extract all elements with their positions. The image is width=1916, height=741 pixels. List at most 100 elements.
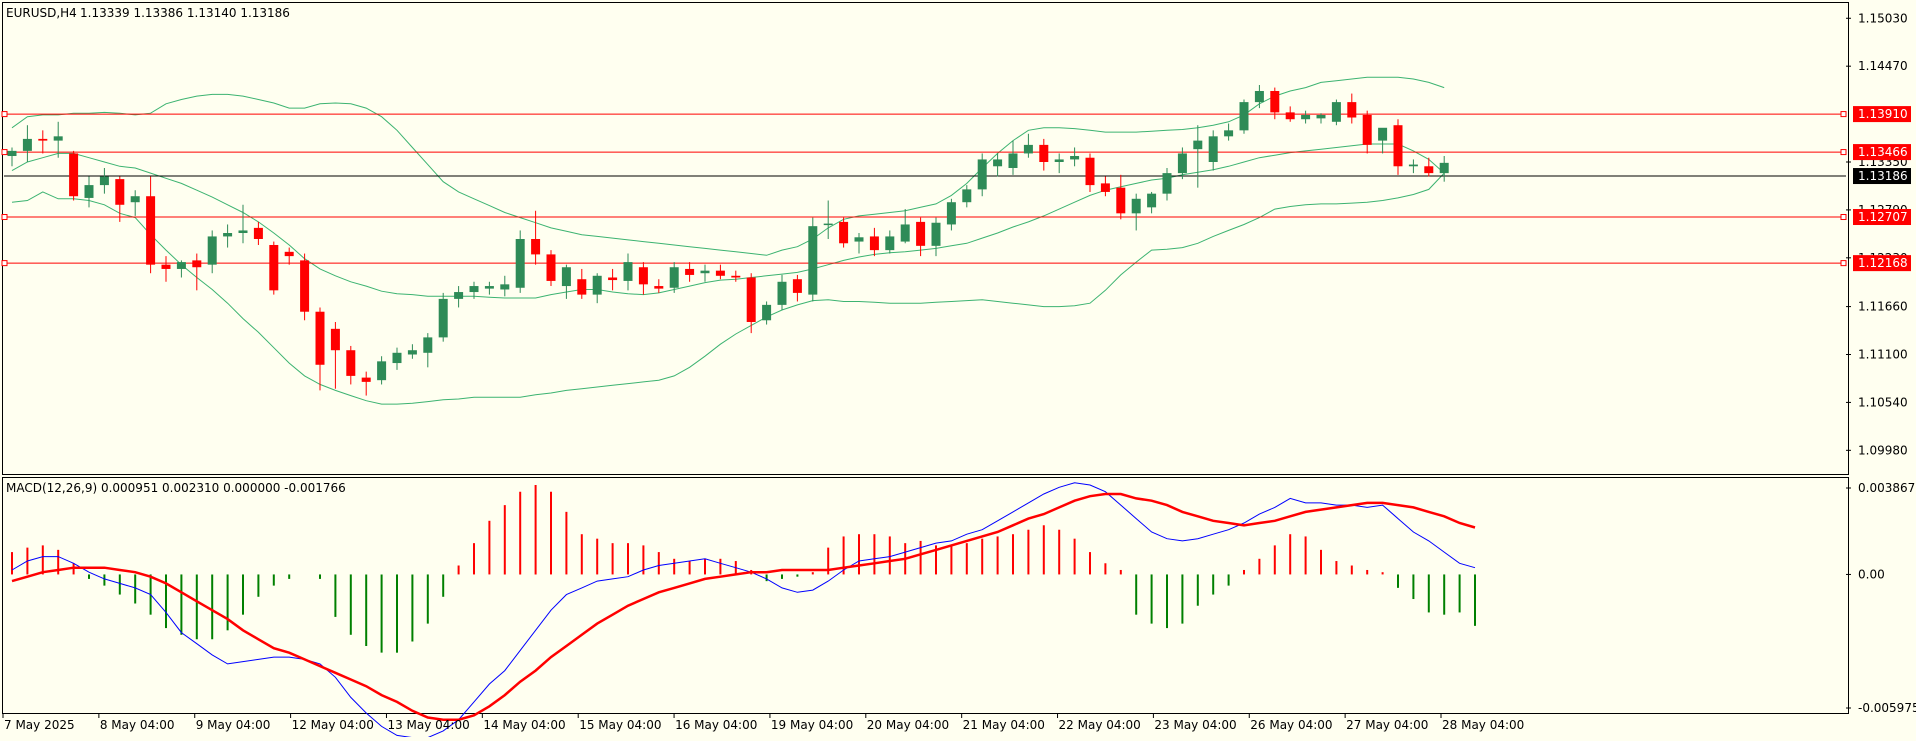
price-tick-label: 1.11100 [1858, 348, 1908, 362]
candle-bull [932, 223, 941, 246]
time-tick-label: 26 May 04:00 [1250, 718, 1332, 732]
candle-bear [1424, 166, 1433, 173]
time-tick-label: 12 May 04:00 [292, 718, 374, 732]
candle-bear [547, 254, 556, 281]
symbol-label: EURUSD,H4 [6, 6, 77, 20]
candle-bear [654, 286, 663, 289]
candle-bear [1363, 115, 1372, 145]
candle-bull [1332, 102, 1341, 122]
candle-bull [1055, 159, 1064, 162]
candle-bear [1086, 158, 1095, 185]
candle-bull [239, 230, 248, 233]
candle-bear [608, 278, 617, 281]
level-anchor-left[interactable] [2, 261, 7, 266]
candle-bull [901, 224, 910, 241]
candle-bull [470, 286, 479, 292]
candle-bull [1255, 91, 1264, 102]
candle-bull [1378, 128, 1387, 141]
candle-bull [1317, 115, 1326, 118]
candle-bull [855, 237, 864, 241]
level-price-label: 1.12707 [1858, 210, 1908, 224]
candle-bull [808, 226, 817, 294]
candle-bull [208, 236, 217, 264]
level-anchor-right[interactable] [1841, 150, 1846, 155]
candle-bull [1132, 199, 1141, 214]
level-anchor-left[interactable] [2, 150, 7, 155]
candle-bull [1240, 102, 1249, 130]
candle-bear [870, 236, 879, 250]
candle-bull [593, 276, 602, 295]
candle-bull [993, 159, 1002, 166]
candle-bull [947, 202, 956, 224]
candle-bull [1070, 156, 1079, 159]
candle-bear [639, 267, 648, 284]
candle-bull [885, 236, 894, 250]
level-price-label: 1.13910 [1858, 107, 1908, 121]
ohlc-readout: 1.13339 1.13386 1.13140 1.13186 [80, 6, 290, 20]
candle-bear [1101, 183, 1110, 192]
candle-bull [1009, 153, 1018, 168]
macd-tick-label: 0.003867 [1858, 481, 1915, 495]
candle-bear [331, 329, 340, 350]
candle-bull [408, 350, 417, 354]
time-tick-label: 20 May 04:00 [867, 718, 949, 732]
candle-bull [1301, 115, 1310, 119]
candle-bear [162, 265, 171, 269]
time-tick-label: 8 May 04:00 [100, 718, 175, 732]
candle-bear [531, 239, 540, 254]
candle-bull [377, 361, 386, 380]
time-tick-label: 21 May 04:00 [963, 718, 1045, 732]
time-tick-label: 15 May 04:00 [579, 718, 661, 732]
candle-bear [346, 350, 355, 376]
candle-bull [439, 299, 448, 338]
level-price-label: 1.12168 [1858, 256, 1908, 270]
level-anchor-left[interactable] [2, 112, 7, 117]
candle-bear [1394, 125, 1403, 166]
candle-bear [731, 276, 740, 278]
price-tick-label: 1.14470 [1858, 59, 1908, 73]
candle-bull [131, 196, 140, 202]
candle-bear [69, 153, 78, 196]
current-price-label: 1.13186 [1858, 169, 1908, 183]
price-tick-label: 1.10540 [1858, 395, 1908, 409]
candle-bear [146, 196, 155, 264]
time-tick-label: 9 May 04:00 [196, 718, 271, 732]
candle-bear [362, 378, 371, 382]
candle-bull [454, 292, 463, 299]
level-anchor-right[interactable] [1841, 112, 1846, 117]
candle-bull [500, 284, 509, 289]
macd-tick-label: -0.005975 [1858, 701, 1916, 715]
candle-bear [839, 222, 848, 243]
candle-bull [177, 262, 186, 269]
candle-bull [85, 185, 94, 198]
candle-bull [1147, 194, 1156, 208]
candle-bear [916, 222, 925, 246]
level-anchor-right[interactable] [1841, 261, 1846, 266]
time-tick-label: 19 May 04:00 [771, 718, 853, 732]
candle-bull [670, 267, 679, 288]
level-price-label: 1.13466 [1858, 145, 1908, 159]
candle-bear [716, 271, 725, 276]
candle-bear [192, 260, 201, 267]
time-tick-label: 14 May 04:00 [483, 718, 565, 732]
time-tick-label: 13 May 04:00 [387, 718, 469, 732]
level-anchor-left[interactable] [2, 215, 7, 220]
candle-bear [316, 312, 325, 365]
level-anchor-right[interactable] [1841, 215, 1846, 220]
candle-bull [1440, 163, 1449, 173]
candle-bull [100, 177, 109, 186]
time-tick-label: 7 May 2025 [4, 718, 75, 732]
candle-bear [685, 269, 694, 275]
time-tick-label: 27 May 04:00 [1346, 718, 1428, 732]
macd-label: MACD(12,26,9) 0.000951 0.002310 0.000000… [6, 481, 346, 495]
price-tick-label: 1.09980 [1858, 443, 1908, 457]
candle-bull [624, 262, 633, 281]
candle-bull [1209, 136, 1218, 162]
candle-bull [1178, 153, 1187, 173]
candle-bull [701, 271, 710, 274]
candle-bear [577, 279, 586, 294]
time-tick-label: 16 May 04:00 [675, 718, 757, 732]
candle-bear [1270, 91, 1279, 112]
candle-bear [300, 260, 309, 311]
